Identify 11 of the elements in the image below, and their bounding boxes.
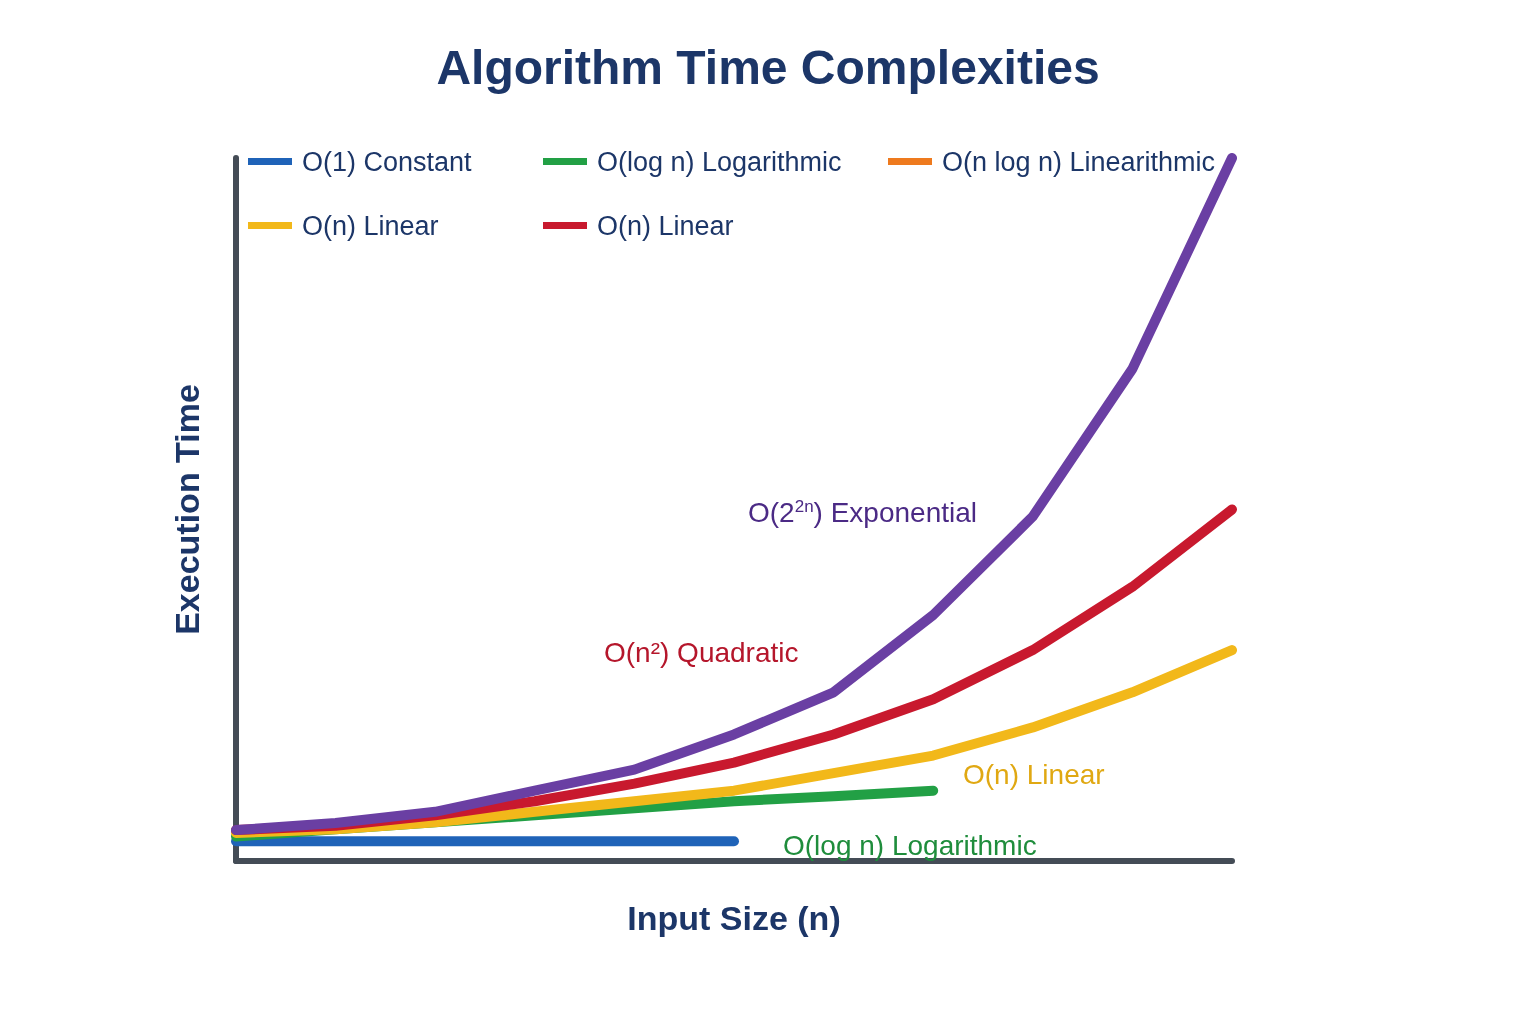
legend-label: O(1) Constant (302, 146, 473, 177)
legend-label: O(n log n) Linearithmic (942, 146, 1216, 177)
legend-label: O(n) Linear (302, 210, 439, 241)
legend-label: O(log n) Logarithmic (597, 146, 842, 177)
annotation: O(log n) Logarithmic (783, 829, 1037, 861)
y-axis-title: Execution Time (168, 384, 206, 635)
annotation: O(n²) Quadratic (604, 636, 799, 668)
legend-label: O(n) Linear (597, 210, 734, 241)
annotation: O(n) Linear (963, 758, 1105, 790)
x-axis-title: Input Size (n) (627, 899, 841, 937)
chart-title: Algorithm Time Complexities (436, 40, 1100, 94)
